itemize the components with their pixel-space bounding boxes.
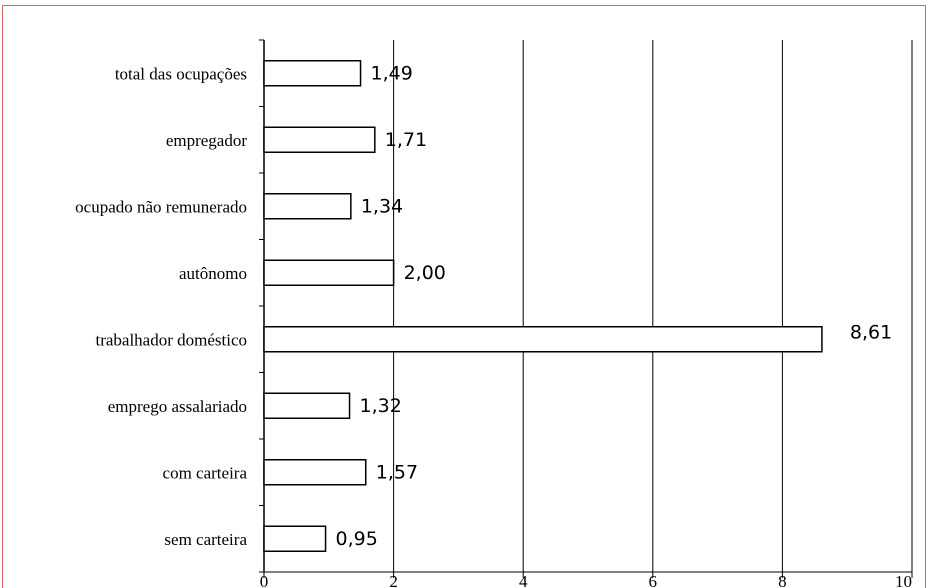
x-tick-label: 6	[649, 572, 658, 588]
data-label: 1,49	[371, 62, 413, 84]
data-label: 2,00	[404, 262, 446, 284]
data-label: 1,32	[360, 395, 402, 417]
axes	[259, 39, 913, 578]
x-tick-label: 4	[519, 572, 528, 588]
category-label: ocupado não remunerado	[75, 197, 247, 216]
category-label: sem carteira	[164, 530, 247, 549]
category-label: total das ocupações	[115, 64, 247, 83]
data-label: 1,57	[376, 461, 418, 483]
x-tick-label: 2	[389, 572, 398, 588]
category-label: empregador	[166, 131, 248, 150]
data-label: 1,34	[361, 195, 403, 217]
bars	[263, 60, 823, 552]
x-tick-label: 8	[778, 572, 787, 588]
bar	[263, 259, 395, 286]
data-label: 0,95	[336, 528, 378, 550]
bar	[263, 459, 367, 486]
category-label: emprego assalariado	[108, 397, 247, 416]
category-label: com carteira	[163, 463, 248, 482]
bar	[263, 60, 362, 87]
x-tick-labels: 0 2 4 6 8 10	[260, 572, 912, 588]
category-label: trabalhador doméstico	[95, 330, 247, 349]
x-tick-label: 10	[895, 572, 912, 588]
data-label: 8,61	[850, 321, 892, 343]
x-tick-label: 0	[260, 572, 269, 588]
bar	[263, 326, 823, 353]
data-label: 1,71	[385, 129, 427, 151]
bar	[263, 392, 351, 419]
bar	[263, 525, 327, 552]
data-labels: 1,49 1,71 1,34 2,00 8,61 1,32 1,57 0,95	[336, 62, 893, 550]
category-label: autônomo	[179, 264, 247, 283]
bar	[263, 126, 376, 153]
gridlines	[393, 40, 913, 572]
category-labels: total das ocupações empregador ocupado não…	[75, 64, 247, 549]
chart-frame	[2, 5, 926, 588]
bar	[263, 193, 352, 220]
